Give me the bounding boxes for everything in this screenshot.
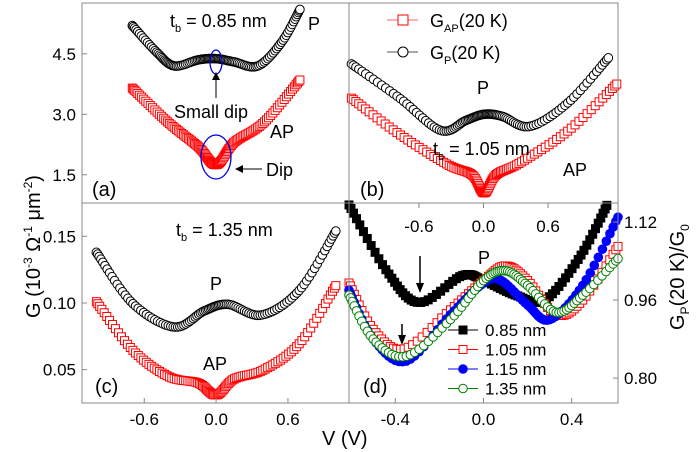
panel-a-series-P bbox=[127, 4, 305, 72]
panel-b-thickness: tb = 1.05 nm bbox=[433, 139, 530, 163]
y-tick-label: 1.5 bbox=[52, 166, 76, 185]
legend-marker bbox=[458, 325, 468, 335]
y-tick-label: 0.96 bbox=[624, 291, 657, 310]
panel-b-label: (b) bbox=[360, 179, 384, 201]
right-y-axis-label: GP(20 K)/G0 bbox=[667, 224, 692, 330]
panel-c-series-P bbox=[91, 226, 341, 332]
panel-b-series-P bbox=[346, 53, 614, 136]
top-x-tick-label: -0.6 bbox=[404, 217, 433, 236]
data-point bbox=[601, 236, 612, 246]
legend-entry: 1.35 nm bbox=[448, 380, 546, 399]
legend-entry: 0.85 nm bbox=[448, 321, 546, 340]
y-tick-label: 0.80 bbox=[624, 369, 657, 388]
data-point bbox=[612, 79, 622, 89]
y-tick-label: 0.15 bbox=[43, 227, 76, 246]
panel-a-dip-label: Dip bbox=[266, 160, 293, 180]
legend-gp-marker bbox=[397, 46, 409, 58]
panel-c-series-AP bbox=[91, 281, 341, 400]
panel-d-p-label: P bbox=[478, 248, 490, 268]
panel-d-legend: 0.85 nm1.05 nm1.15 nm1.35 nm bbox=[448, 321, 546, 399]
x-tick-label: 0.6 bbox=[276, 410, 300, 429]
panel-c-p-label: P bbox=[210, 274, 222, 294]
data-point bbox=[295, 75, 305, 85]
x-tick-label: 0.0 bbox=[204, 410, 228, 429]
data-point bbox=[331, 281, 341, 291]
panel-c-label: (c) bbox=[95, 376, 118, 398]
data-point bbox=[593, 252, 604, 263]
data-point bbox=[602, 200, 612, 210]
data-point bbox=[585, 268, 596, 278]
panel-c-thickness: tb = 1.35 nm bbox=[176, 220, 273, 244]
panel-b-legend: GAP(20 K) GP(20 K) bbox=[387, 11, 508, 67]
panel-a-small-dip-label: Small dip bbox=[174, 102, 248, 122]
y-tick-label: 4.5 bbox=[52, 45, 76, 64]
top-x-tick-label: 0.0 bbox=[472, 217, 496, 236]
legend-marker bbox=[458, 345, 468, 354]
y-tick-label: 3.0 bbox=[52, 105, 76, 124]
x-tick-label: 0.4 bbox=[560, 410, 584, 429]
y-tick-label: 1.12 bbox=[624, 213, 657, 232]
y-axis-label: G (10-3 Ω-1 μm-2) bbox=[21, 175, 45, 318]
panel-d-arrowhead-105 bbox=[398, 335, 406, 345]
legend-gp-label: GP(20 K) bbox=[430, 43, 500, 67]
legend-entry: 1.15 nm bbox=[448, 360, 546, 379]
panel-a-ap-label: AP bbox=[270, 122, 294, 142]
x-tick-label: -0.6 bbox=[130, 410, 159, 429]
legend-marker bbox=[458, 364, 468, 374]
y-tick-label: 0.10 bbox=[43, 294, 76, 313]
data-point bbox=[597, 244, 608, 254]
dip-arrowhead bbox=[235, 165, 243, 173]
y-tick-label: 0.05 bbox=[43, 361, 76, 380]
panel-c-ap-label: AP bbox=[203, 354, 227, 374]
panel-a-thickness: tb = 0.85 nm bbox=[170, 11, 267, 35]
top-x-tick-label: 0.6 bbox=[536, 217, 560, 236]
legend-marker bbox=[458, 383, 468, 394]
panel-d-series-1.35-nm bbox=[344, 253, 623, 362]
legend-entry: 1.05 nm bbox=[448, 341, 546, 360]
dip-ellipse bbox=[200, 134, 232, 180]
legend-gap-marker bbox=[397, 14, 409, 26]
legend-label: 1.35 nm bbox=[485, 380, 546, 399]
x-axis-label: V (V) bbox=[322, 428, 368, 450]
legend-label: 1.05 nm bbox=[485, 341, 546, 360]
x-tick-label: -0.4 bbox=[381, 410, 410, 429]
data-point bbox=[331, 226, 341, 236]
data-point bbox=[603, 53, 614, 63]
panel-b-series-AP bbox=[346, 79, 622, 198]
panel-a-label: (a) bbox=[92, 179, 116, 201]
legend-label: 1.15 nm bbox=[485, 360, 546, 379]
panel-a-p-label: P bbox=[308, 14, 320, 34]
data-point bbox=[589, 260, 600, 271]
small-dip-arrowhead bbox=[212, 72, 220, 80]
panel-d-arrowhead-085 bbox=[416, 283, 424, 293]
panel-b-ap-label: AP bbox=[563, 160, 587, 180]
legend-gap-label: GAP(20 K) bbox=[430, 11, 508, 35]
x-tick-label: 0.0 bbox=[472, 410, 496, 429]
legend-label: 0.85 nm bbox=[485, 321, 546, 340]
panel-d-label: (d) bbox=[363, 376, 387, 398]
data-point bbox=[295, 4, 305, 15]
panel-b-p-label: P bbox=[477, 78, 489, 98]
